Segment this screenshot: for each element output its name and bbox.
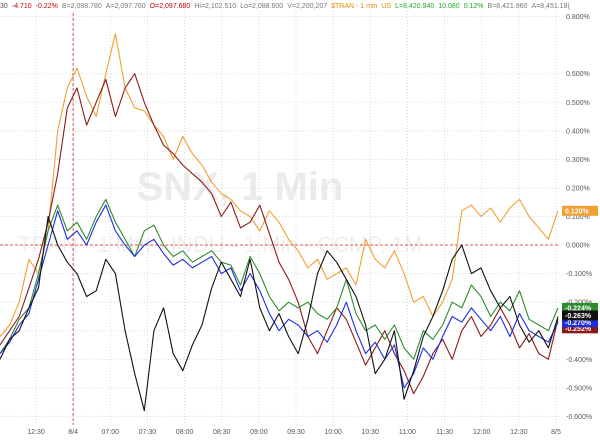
end-label-4: -0.263% bbox=[565, 313, 592, 320]
end-label-2: -0.224% bbox=[565, 305, 592, 312]
y-tick-label: 0.000% bbox=[566, 243, 590, 250]
x-tick-label: 8/4 bbox=[68, 429, 78, 436]
x-tick-label: 8/5 bbox=[551, 429, 561, 436]
y-tick-label: 0.200% bbox=[566, 185, 590, 192]
series-line-4 bbox=[0, 215, 559, 412]
x-tick-label: 10:00 bbox=[324, 429, 342, 436]
header-item: A=8,451.18( bbox=[531, 3, 570, 10]
series-line-1 bbox=[0, 73, 559, 395]
x-tick-label: 10:30 bbox=[362, 429, 380, 436]
end-label-3: -0.270% bbox=[565, 320, 592, 327]
watermark-secondary: TRAN - 1 Min - INDU - 1 Min - CCMP, 1M bbox=[18, 232, 422, 257]
x-tick-label: 11:30 bbox=[436, 429, 453, 436]
y-tick-label: 0.100% bbox=[566, 214, 590, 221]
header-item: -0.22% bbox=[36, 3, 58, 10]
y-tick-label: 0.500% bbox=[566, 100, 590, 107]
y-tick-label: 0.400% bbox=[566, 128, 590, 135]
grid bbox=[0, 8, 560, 425]
end-label-box-2 bbox=[562, 302, 598, 313]
x-tick-label: 07:00 bbox=[102, 429, 120, 436]
y-tick-label: -0.500% bbox=[566, 385, 592, 392]
header-item: US bbox=[381, 3, 391, 10]
end-label-1: -0.252% bbox=[565, 326, 592, 333]
series-line-3 bbox=[0, 204, 559, 389]
end-label-box-1 bbox=[562, 323, 598, 334]
series-line-2 bbox=[0, 198, 559, 360]
header-item: $TRAN - 1 min bbox=[331, 3, 377, 10]
y-tick-label: -0.100% bbox=[566, 271, 592, 278]
header-item: Lo=2,088.600 bbox=[240, 3, 283, 10]
y-tick-label: 0.600% bbox=[566, 71, 590, 78]
header-item: 30 bbox=[0, 3, 8, 10]
watermark-primary: SNX, 1 Min bbox=[137, 165, 344, 209]
header-item: 10.080 bbox=[438, 3, 460, 10]
series-end-labels: 0.120% -0.252% -0.224% -0.270%-0.263% bbox=[562, 205, 598, 334]
watermark: SNX, 1 Min TRAN - 1 Min - INDU - 1 Min -… bbox=[18, 165, 422, 257]
x-axis-ticks: 12:30 8/4 07:00 07:30 08:00 08:30 09:00 09:30 10… bbox=[27, 429, 561, 436]
header-background bbox=[0, 0, 560, 11]
zero-line bbox=[0, 8, 560, 425]
end-label-0: 0.120% bbox=[565, 208, 590, 215]
header-item: B=2,088.780 bbox=[62, 3, 102, 10]
y-axis-ticks: 0.800% 0.600% 0.500% 0.400% 0.300% 0.200% 0.10… bbox=[560, 0, 600, 438]
y-tick-label: 0.800% bbox=[566, 14, 590, 21]
header-item: Hi=2,102.510 bbox=[194, 3, 236, 10]
y-tick-label: 0.300% bbox=[566, 157, 590, 164]
header-item: B=8,421.960 bbox=[488, 3, 528, 10]
y-axis-panel bbox=[560, 0, 600, 438]
x-tick-label: 08:00 bbox=[176, 429, 194, 436]
x-tick-label: 09:30 bbox=[287, 429, 305, 436]
x-tick-label: 12:00 bbox=[473, 429, 491, 436]
x-tick-label: 07:30 bbox=[139, 429, 157, 436]
x-tick-label: 11:00 bbox=[399, 429, 416, 436]
header-item: L=8,420.940 bbox=[395, 3, 434, 10]
end-label-box-4 bbox=[562, 310, 598, 321]
y-tick-label: -0.400% bbox=[566, 357, 592, 364]
x-tick-label: 09:00 bbox=[250, 429, 268, 436]
header-item: V=2,200,207 bbox=[287, 3, 327, 10]
header-item: O=2,097.680 bbox=[150, 3, 191, 10]
quote-header: 30 -4.710 -0.22% B=2,088.780 A=2,097.760 O=2,… bbox=[0, 0, 570, 11]
end-label-box-3 bbox=[562, 317, 598, 328]
x-tick-label: 12:30 bbox=[27, 429, 45, 436]
end-label-box-0 bbox=[562, 205, 598, 216]
x-tick-label: 12:30 bbox=[510, 429, 528, 436]
header-item: A=2,097.760 bbox=[106, 3, 146, 10]
series-lines bbox=[0, 33, 559, 412]
header-item: -4.710 bbox=[12, 3, 32, 10]
x-tick-label: 08:30 bbox=[213, 429, 231, 436]
header-item: 0.12% bbox=[464, 3, 484, 10]
y-tick-label: -0.600% bbox=[566, 414, 592, 421]
